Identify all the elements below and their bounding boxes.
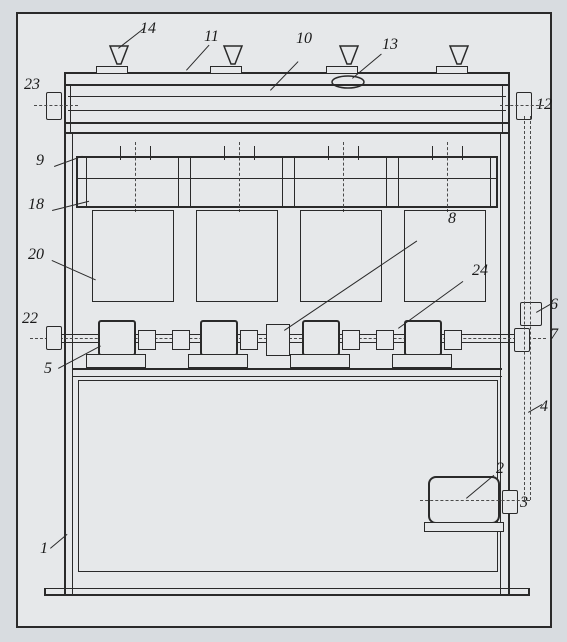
label-13: 13 bbox=[382, 36, 398, 54]
bb4 bbox=[392, 354, 452, 368]
slot-2 bbox=[210, 66, 242, 74]
hub4 bbox=[342, 330, 360, 350]
c1-s2 bbox=[150, 146, 151, 160]
label-14: 14 bbox=[140, 20, 156, 38]
oval-13 bbox=[330, 74, 366, 90]
label-22: 22 bbox=[22, 310, 38, 328]
belt-right2 bbox=[530, 116, 531, 500]
top-rightcap bbox=[508, 72, 510, 134]
upper-rail bbox=[76, 178, 498, 179]
box-1 bbox=[92, 210, 174, 302]
c3-r bbox=[386, 156, 387, 206]
top-rightcap-in bbox=[502, 84, 503, 132]
label-4: 4 bbox=[540, 398, 548, 416]
box-3 bbox=[300, 210, 382, 302]
c3-axis bbox=[343, 142, 344, 212]
hub2 bbox=[172, 330, 190, 350]
upper-top bbox=[76, 156, 498, 158]
upper-bottom bbox=[76, 206, 498, 208]
c2-r bbox=[282, 156, 283, 206]
c2-l bbox=[190, 156, 191, 206]
label-1: 1 bbox=[40, 540, 48, 558]
top-rule2 bbox=[68, 110, 506, 111]
c3-s1 bbox=[328, 146, 329, 160]
label-20: 20 bbox=[28, 246, 44, 264]
c2-s1 bbox=[224, 146, 225, 160]
bb2 bbox=[188, 354, 248, 368]
roller-2 bbox=[200, 320, 238, 356]
funnel-4 bbox=[448, 44, 470, 66]
roller-3 bbox=[302, 320, 340, 356]
label-12: 12 bbox=[536, 96, 552, 114]
roller-1 bbox=[98, 320, 136, 356]
pulley-left-23 bbox=[46, 92, 62, 120]
label-2: 2 bbox=[496, 460, 504, 478]
funnel-2 bbox=[222, 44, 244, 66]
leg-right-outer bbox=[508, 132, 510, 594]
c3-l bbox=[294, 156, 295, 206]
c1-axis bbox=[135, 142, 136, 212]
box-2 bbox=[196, 210, 278, 302]
bb1 bbox=[86, 354, 146, 368]
hub6 bbox=[444, 330, 462, 350]
top-inner bbox=[64, 84, 510, 86]
hub5 bbox=[376, 330, 394, 350]
c4-l bbox=[398, 156, 399, 206]
top-bottom1 bbox=[64, 122, 510, 124]
label-5: 5 bbox=[44, 360, 52, 378]
c2-s2 bbox=[254, 146, 255, 160]
motor-pulley-3 bbox=[502, 490, 518, 514]
c3-s2 bbox=[358, 146, 359, 160]
c4-s2 bbox=[462, 146, 463, 160]
motor-axis bbox=[420, 500, 530, 501]
box-4 bbox=[404, 210, 486, 302]
pulley-22 bbox=[46, 326, 62, 350]
c4-axis bbox=[447, 142, 448, 212]
label-23: 23 bbox=[24, 76, 40, 94]
label-8: 8 bbox=[448, 210, 456, 228]
c4-r bbox=[490, 156, 491, 206]
label-9: 9 bbox=[36, 152, 44, 170]
roller-4 bbox=[404, 320, 442, 356]
belt-right bbox=[524, 116, 525, 500]
axis-23 bbox=[34, 105, 78, 106]
midshelf2 bbox=[72, 376, 502, 377]
top-bottom2 bbox=[64, 132, 510, 134]
c1-l bbox=[86, 156, 87, 206]
hub3 bbox=[240, 330, 258, 350]
label-24: 24 bbox=[472, 262, 488, 280]
midshelf bbox=[72, 368, 502, 370]
label-11: 11 bbox=[204, 28, 219, 46]
pulley-7 bbox=[514, 328, 530, 352]
c1-s1 bbox=[120, 146, 121, 160]
label-6: 6 bbox=[550, 296, 558, 314]
top-rule1 bbox=[68, 96, 506, 97]
label-3: 3 bbox=[520, 494, 528, 512]
label-18: 18 bbox=[28, 196, 44, 214]
foot-rcap bbox=[528, 588, 530, 596]
upper-rwall bbox=[496, 156, 498, 208]
page: { "sheet":{"x":16,"y":12,"w":536,"h":616… bbox=[0, 0, 567, 642]
slot-4 bbox=[436, 66, 468, 74]
top-leftcap bbox=[64, 72, 66, 134]
motor-foot bbox=[424, 522, 504, 532]
funnel-3 bbox=[338, 44, 360, 66]
c4-s1 bbox=[432, 146, 433, 160]
foot bbox=[44, 594, 530, 596]
upper-lwall bbox=[76, 156, 78, 208]
top-leftcap-in bbox=[70, 84, 71, 132]
c2-axis bbox=[239, 142, 240, 212]
bb3 bbox=[290, 354, 350, 368]
hub1 bbox=[138, 330, 156, 350]
leg-left-inner bbox=[72, 132, 73, 594]
foot-top bbox=[44, 588, 530, 589]
foot-lcap bbox=[44, 588, 46, 596]
c1-r bbox=[178, 156, 179, 206]
slot-3 bbox=[326, 66, 358, 74]
label-7: 7 bbox=[550, 326, 558, 344]
slot-1 bbox=[96, 66, 128, 74]
label-10: 10 bbox=[296, 30, 312, 48]
